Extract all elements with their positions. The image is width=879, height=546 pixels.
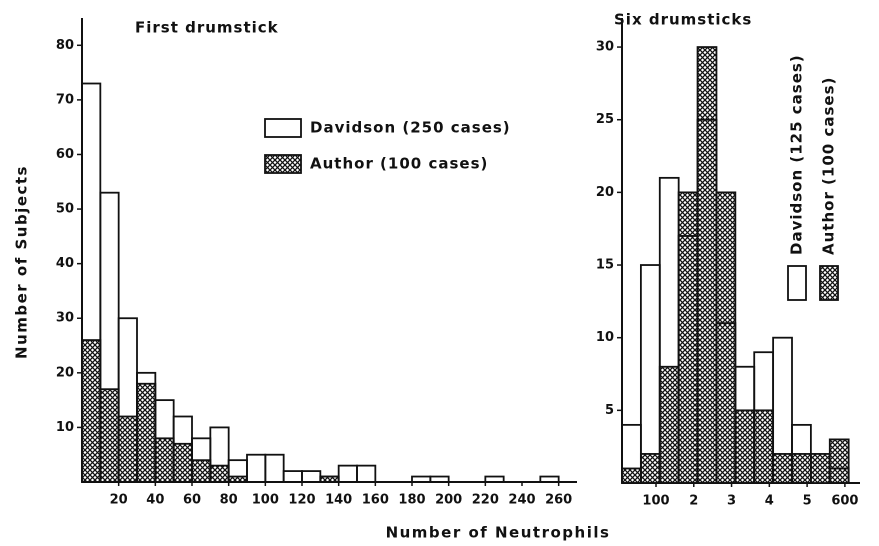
chart-title: Six drumsticks xyxy=(614,11,752,29)
davidson-bar xyxy=(209,426,230,483)
author-bar xyxy=(696,46,718,484)
legend-label: Davidson (125 cases) xyxy=(788,54,806,255)
y-tick-label: 5 xyxy=(605,403,614,418)
author-bar xyxy=(136,382,157,483)
author-bar xyxy=(658,365,680,484)
davidson-bar xyxy=(264,453,285,483)
legend-swatch xyxy=(264,154,302,174)
author-bar xyxy=(191,459,212,483)
x-tick-label: 120 xyxy=(288,493,315,508)
y-tick-label: 40 xyxy=(56,256,74,271)
davidson-bar xyxy=(429,475,450,483)
author-bar xyxy=(715,191,737,484)
davidson-bar xyxy=(411,475,432,483)
author-bar xyxy=(828,438,850,484)
x-tick-label: 60 xyxy=(183,493,201,508)
x-tick-label: 4 xyxy=(765,494,774,509)
davidson-bar xyxy=(772,336,793,484)
davidson-bar xyxy=(484,475,505,483)
author-bar xyxy=(154,437,175,483)
legend-swatch xyxy=(264,118,302,138)
author-bar xyxy=(639,453,661,484)
legend-label: Author (100 cases) xyxy=(820,77,838,255)
davidson-bar xyxy=(356,464,377,483)
x-tick-label: 140 xyxy=(325,493,352,508)
y-tick-label: 25 xyxy=(596,112,614,127)
author-bar xyxy=(81,339,102,483)
x-tick-label: 80 xyxy=(220,493,238,508)
x-tick-label: 200 xyxy=(435,493,462,508)
x-tick-label: 240 xyxy=(508,493,535,508)
legend-swatch xyxy=(819,265,839,301)
davidson-bar xyxy=(246,453,267,483)
davidson-bar xyxy=(539,475,560,483)
davidson-bar xyxy=(696,118,718,484)
davidson-bar xyxy=(639,264,661,484)
y-tick-label: 15 xyxy=(596,258,614,273)
davidson-bar xyxy=(301,470,322,483)
y-tick-label: 80 xyxy=(56,38,74,53)
y-axis-label: Number of Subjects xyxy=(13,165,31,359)
author-bar xyxy=(209,464,230,483)
author-bar xyxy=(172,442,193,483)
y-tick-label: 30 xyxy=(56,311,74,326)
y-tick-label: 10 xyxy=(596,330,614,345)
y-tick-label: 20 xyxy=(56,365,74,380)
y-tick-label: 30 xyxy=(596,40,614,55)
author-bar xyxy=(117,415,138,483)
y-tick-label: 60 xyxy=(56,147,74,162)
x-tick-label: 40 xyxy=(146,493,164,508)
x-tick-label: 100 xyxy=(252,493,279,508)
x-tick-label: 20 xyxy=(110,493,128,508)
author-bar xyxy=(753,409,775,484)
x-tick-label: 180 xyxy=(398,493,425,508)
davidson-bar xyxy=(337,464,358,483)
x-tick-label: 3 xyxy=(727,494,736,509)
author-bar xyxy=(99,388,120,483)
x-tick-label: 5 xyxy=(803,494,812,509)
chart-title: First drumstick xyxy=(135,19,279,37)
author-bar xyxy=(791,453,812,484)
davidson-bar xyxy=(791,423,812,484)
legend-swatch xyxy=(787,265,807,301)
davidson-bar xyxy=(282,470,303,483)
x-tick-label: 100 xyxy=(642,494,669,509)
author-bar xyxy=(772,453,793,484)
legend-label: Davidson (250 cases) xyxy=(310,119,511,137)
x-tick-label: 2 xyxy=(689,494,698,509)
y-tick-label: 20 xyxy=(596,185,614,200)
x-axis-label: Number of Neutrophils xyxy=(386,524,611,542)
x-tick-label: 600 xyxy=(831,494,858,509)
author-bar xyxy=(734,409,756,484)
davidson-bar xyxy=(828,467,850,484)
x-tick-label: 160 xyxy=(362,493,389,508)
author-bar xyxy=(809,453,831,484)
legend-label: Author (100 cases) xyxy=(310,155,488,173)
author-bar xyxy=(621,467,642,484)
x-tick-label: 260 xyxy=(545,493,572,508)
y-tick-label: 70 xyxy=(56,92,74,107)
y-tick-label: 10 xyxy=(56,420,74,435)
x-tick-label: 220 xyxy=(472,493,499,508)
y-tick-label: 50 xyxy=(56,202,74,217)
